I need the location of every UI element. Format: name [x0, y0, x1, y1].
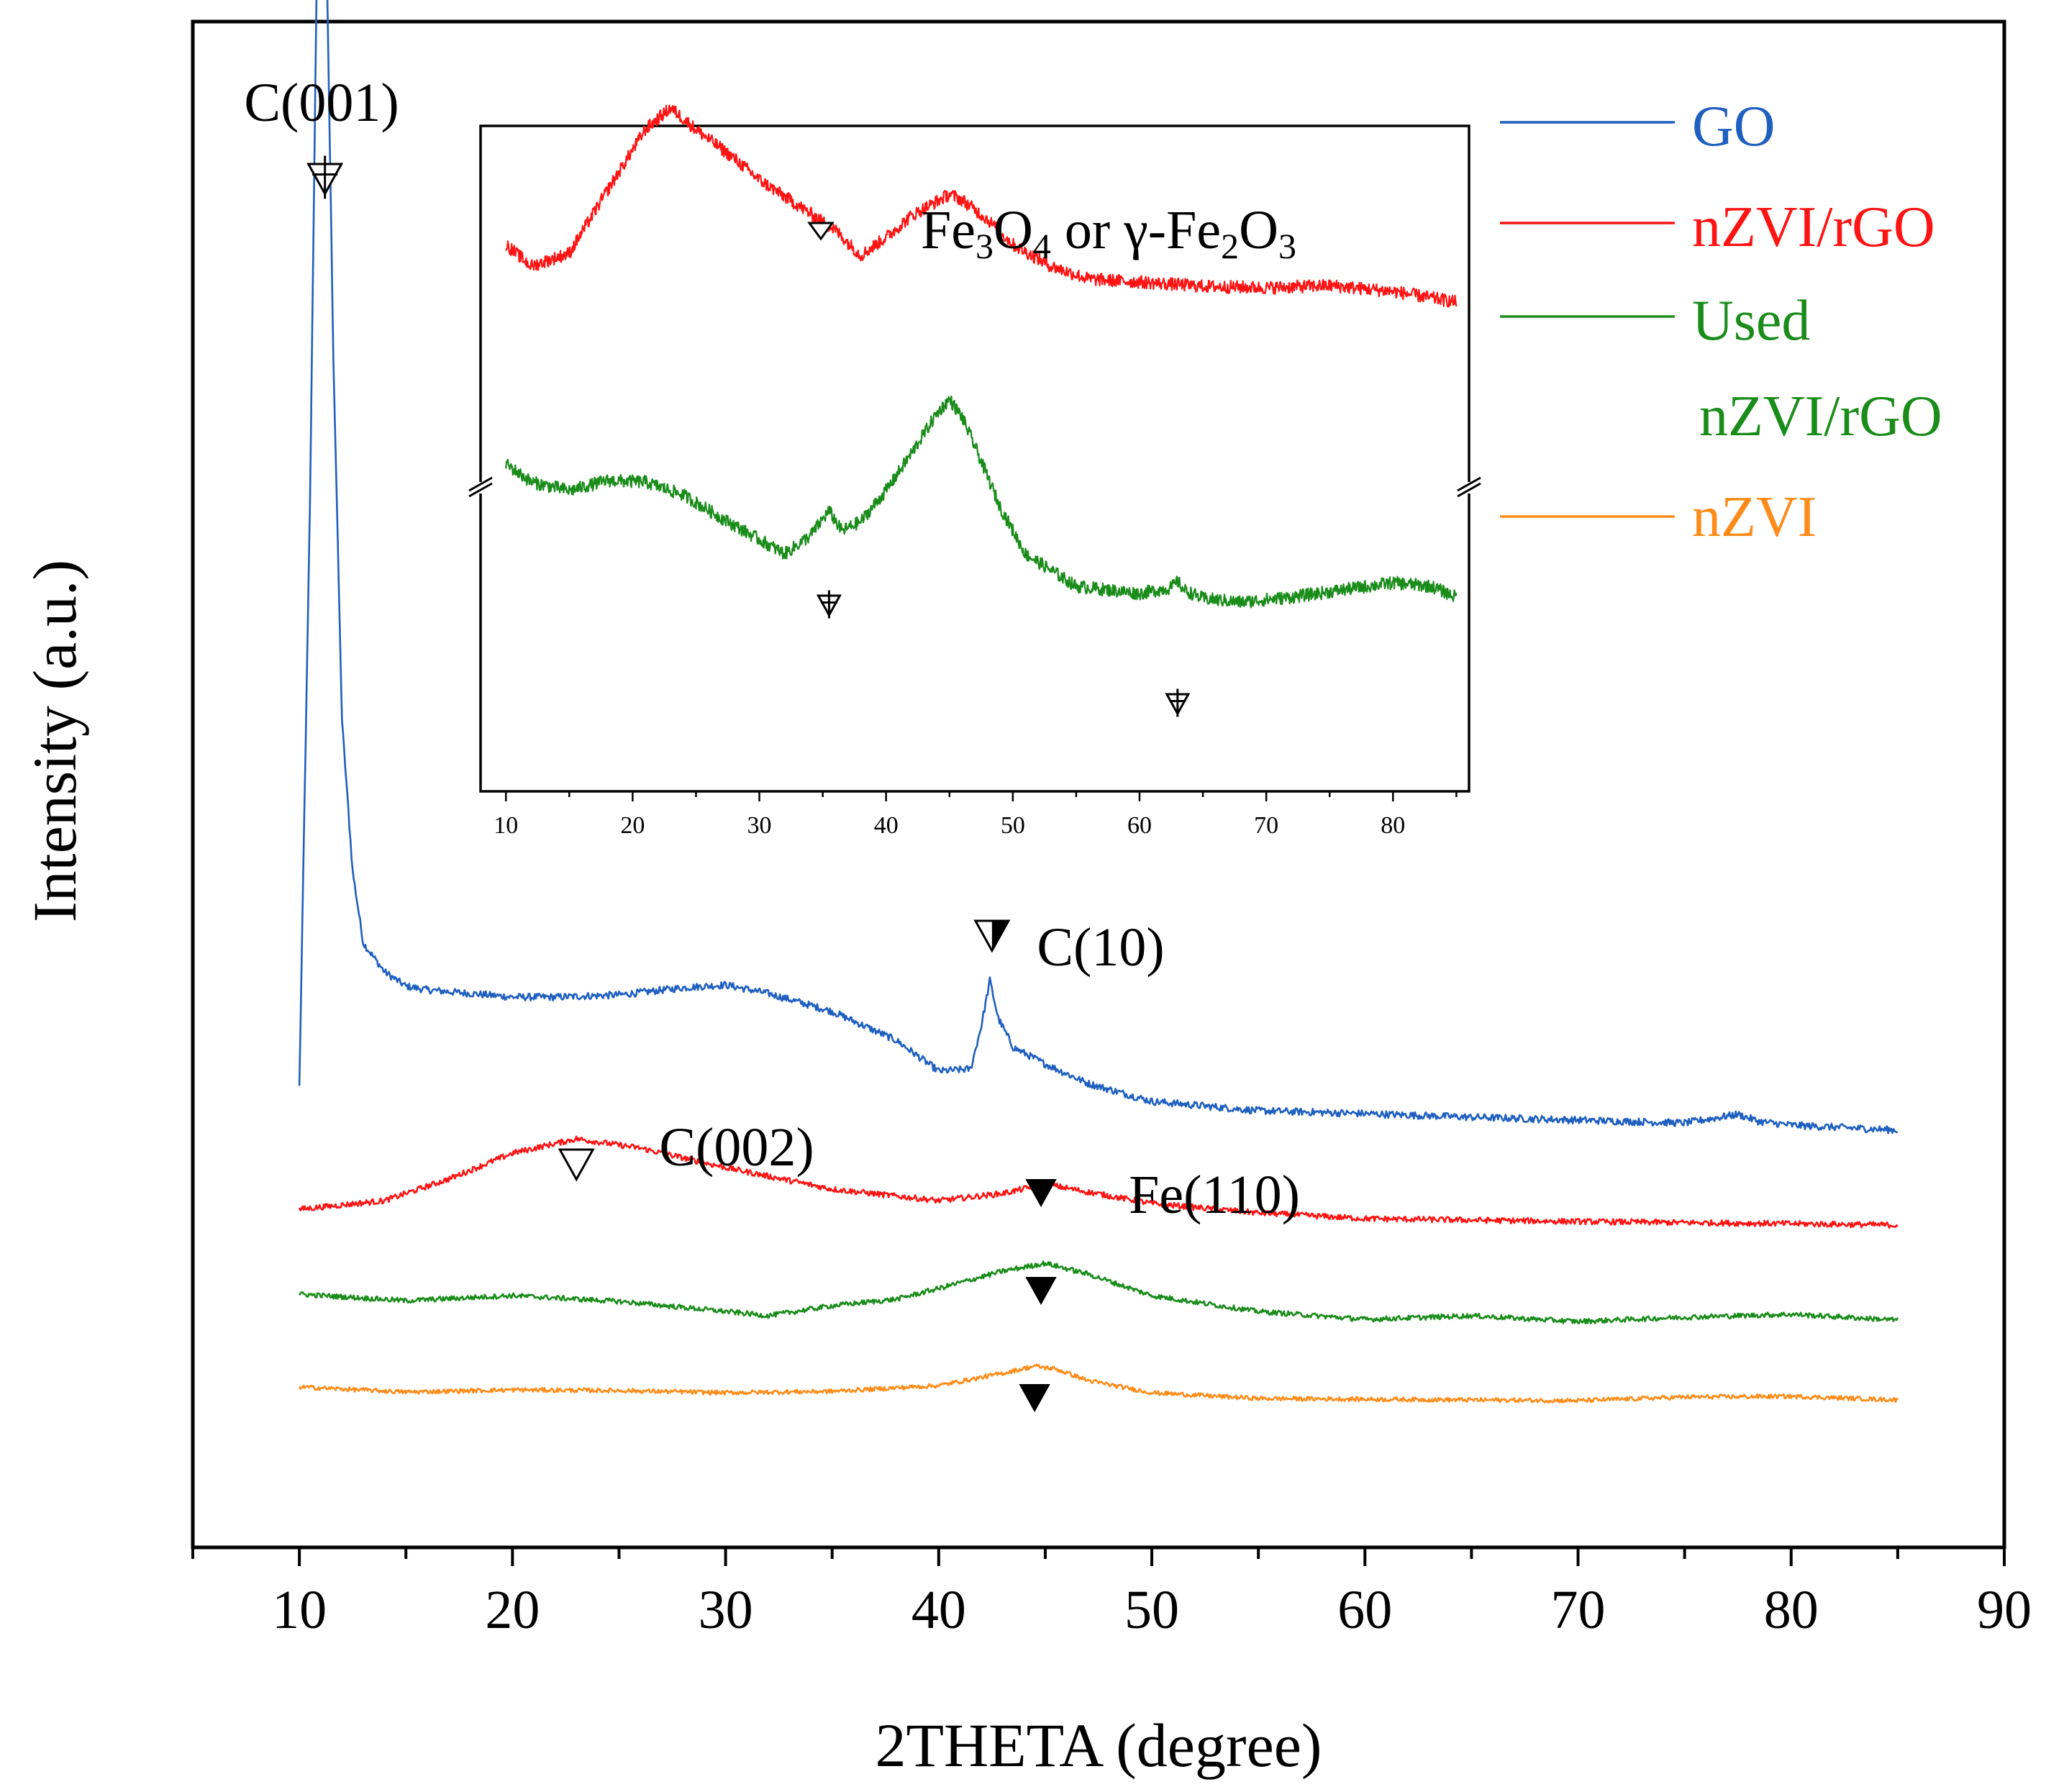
- peak-marker-fe110-4: [1025, 1277, 1057, 1306]
- x-tick-label: 70: [1551, 1580, 1606, 1640]
- inset-x-tick-label: 50: [1001, 812, 1025, 839]
- inset-note: Fe3O4 or γ-Fe2O3: [921, 200, 1296, 266]
- inset-x-tick-label: 30: [747, 812, 772, 839]
- x-tick-label: 90: [1977, 1580, 2032, 1640]
- inset-note-o2: O: [1239, 200, 1278, 260]
- peak-label-c002: C(002): [659, 1117, 814, 1178]
- legend-label-used-2: nZVI/rGO: [1699, 385, 1942, 448]
- inset-note-fe: Fe: [921, 200, 976, 260]
- x-axis-ticks: 10 20 30 40 50 60 70 80 90: [191, 1547, 2032, 1640]
- inset-break-right-mark-2: [1457, 476, 1481, 492]
- legend-label-used-1: Used: [1692, 289, 1810, 353]
- series-line-nzvi: [298, 1363, 1899, 1404]
- legend-label-nzvi-rgo: nZVI/rGO: [1692, 196, 1935, 259]
- inset-x-axis-ticks: 10 20 30 40 50 60 70 80: [494, 791, 1458, 839]
- peak-marker-c002: [558, 1148, 595, 1182]
- inset-note-o: O: [994, 200, 1033, 260]
- legend-label-nzvi: nZVI: [1692, 486, 1817, 549]
- x-tick-label: 30: [699, 1580, 753, 1640]
- inset-frame: [479, 124, 1470, 793]
- x-tick-label: 60: [1337, 1580, 1392, 1640]
- peak-marker-c10: [973, 919, 1011, 953]
- peak-marker-fe110: [1025, 1179, 1057, 1208]
- inset-x-tick-label: 40: [874, 812, 899, 839]
- series-line-nzvi-rgo: [298, 1135, 1899, 1229]
- inset-note-or: or γ-Fe: [1051, 200, 1221, 260]
- x-axis-label: 2THETA (degree): [875, 1711, 1322, 1780]
- inset-series-line-used-nzvi-rgo: [505, 395, 1458, 609]
- peak-marker-c001: [306, 155, 344, 199]
- peak-label-fe110: Fe(110): [1129, 1165, 1300, 1225]
- inset-x-tick-label: 10: [494, 812, 518, 839]
- inset-peak-marker-0: [816, 590, 842, 619]
- x-tick-label: 50: [1124, 1580, 1179, 1640]
- x-tick-label: 40: [911, 1580, 966, 1640]
- peak-label-c10: C(10): [1037, 917, 1164, 978]
- series-line-used-nzvi-rgo: [298, 1260, 1899, 1324]
- inset-note-sub-3: 3: [976, 226, 994, 266]
- y-axis-label: Intensity (a.u.): [20, 560, 89, 922]
- inset-traces: [505, 104, 1458, 609]
- x-tick-label: 10: [272, 1580, 327, 1640]
- inset-break-right-mark-1: [1457, 482, 1481, 498]
- inset-peak-markers: [816, 590, 1191, 717]
- inset-note-sub-4: 4: [1033, 226, 1051, 266]
- inset-note-sub-3b: 3: [1278, 226, 1296, 266]
- inset-series-line-nzvi-rgo: [505, 104, 1458, 308]
- peak-marker-fe110-5: [1019, 1384, 1050, 1413]
- inset-break-left-mark-2: [468, 476, 493, 492]
- x-tick-label: 80: [1764, 1580, 1819, 1640]
- legend-label-go: GO: [1692, 95, 1776, 158]
- peak-label-c001: C(001): [244, 73, 399, 133]
- inset-x-tick-label: 20: [620, 812, 645, 839]
- inset-x-tick-label: 80: [1381, 812, 1405, 839]
- legend: GO nZVI/rGO Used nZVI/rGO nZVI: [1500, 95, 1942, 549]
- peak-markers: [306, 155, 1057, 1413]
- inset-note-sub-2: 2: [1221, 226, 1239, 266]
- main-traces: [298, 0, 1899, 1404]
- series-line-go: [298, 0, 1899, 1134]
- inset-x-tick-label: 60: [1127, 812, 1152, 839]
- inset-break-left-mark-1: [468, 482, 493, 498]
- inset-x-tick-label: 70: [1254, 812, 1278, 839]
- x-tick-label: 20: [485, 1580, 540, 1640]
- inset-note-marker: [807, 222, 835, 241]
- inset-chart: 10 20 30 40 50 60 70 80 Fe3O4 or γ-Fe2O3: [468, 104, 1481, 839]
- inset-peak-marker-1: [1165, 688, 1191, 717]
